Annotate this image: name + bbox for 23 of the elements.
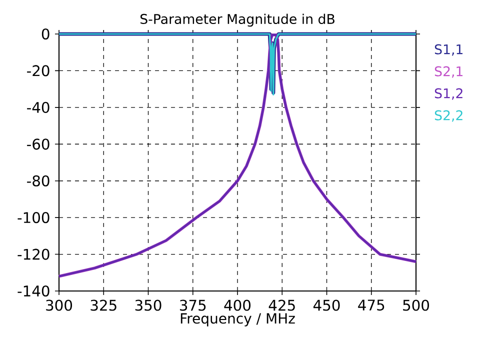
y-tick-label: -60	[27, 138, 50, 150]
x-tick-label: 475	[358, 300, 384, 311]
x-axis-title: Frequency / MHz	[180, 313, 295, 326]
chart-title: S-Parameter Magnitude in dB	[140, 14, 334, 27]
text: S2,1	[434, 66, 462, 78]
x-tick-label: 425	[268, 300, 295, 311]
x-tick-label: 350	[135, 300, 162, 311]
text: S2,2	[434, 110, 462, 122]
y-tick-label: -80	[27, 175, 50, 186]
x-tick-label: 500	[403, 300, 430, 311]
x-tick-label: 325	[90, 300, 116, 311]
y-tick-label: 0	[42, 28, 50, 40]
series-label: S1,1	[434, 44, 462, 56]
y-tick-label: -120	[18, 248, 50, 260]
y-tick-label: -40	[27, 102, 50, 113]
text: S1,2	[434, 88, 462, 100]
x-tick-label: 400	[224, 300, 251, 311]
y-tick-label: -20	[27, 65, 50, 76]
y-tick-label: -140	[18, 285, 50, 297]
y-tick-label: -100	[18, 212, 50, 224]
x-tick-label: 450	[313, 300, 340, 311]
x-tick-label: 375	[180, 300, 206, 311]
x-tick-label: 300	[46, 300, 72, 311]
